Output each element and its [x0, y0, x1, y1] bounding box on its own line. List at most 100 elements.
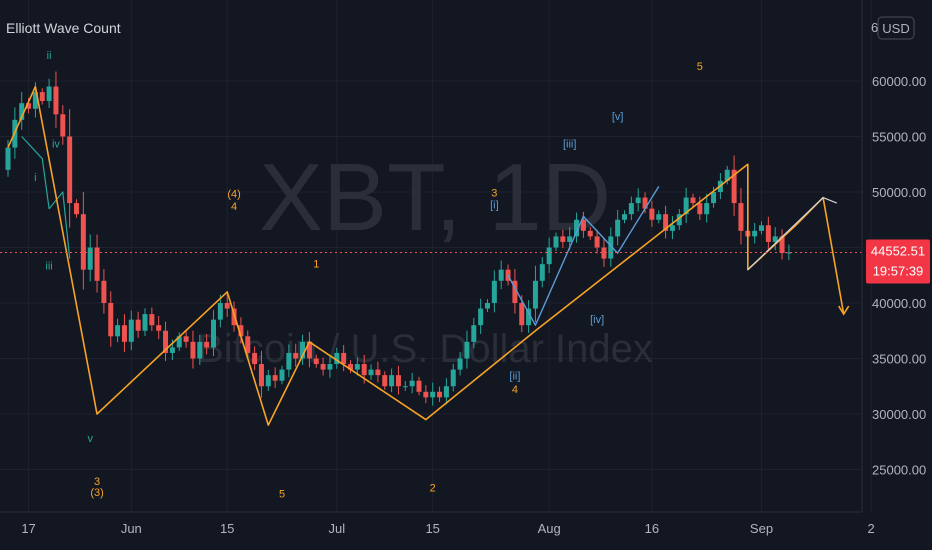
candle-body [46, 86, 52, 101]
candle-body [279, 369, 285, 381]
candle-body [60, 114, 66, 137]
wave-label: [ii] [509, 371, 520, 383]
candle-body [361, 364, 367, 376]
candle-body [738, 203, 744, 231]
candle-body [121, 325, 127, 342]
candle-body [553, 236, 559, 248]
candle-body [450, 369, 456, 387]
grid [0, 0, 872, 512]
candle-body [375, 369, 381, 376]
wave-label: 5 [697, 61, 703, 73]
candle-body [498, 269, 504, 281]
candle-body [697, 203, 703, 215]
candle-body [608, 236, 614, 259]
wave-label: [iv] [590, 314, 604, 326]
candle-body [39, 92, 45, 101]
wave-lines [7, 85, 850, 426]
candle-body [115, 325, 121, 337]
candle-body [457, 358, 463, 370]
wave-labels: 2iiiviiiiv3(3)(4)41523[i][ii]4[iii][iv][… [34, 50, 703, 500]
currency-badge[interactable]: USD [877, 16, 915, 40]
wave-line-minor[interactable] [507, 186, 660, 326]
candle-body [443, 386, 449, 398]
time-tick-label: Jul [328, 521, 345, 536]
candle-body [752, 230, 758, 237]
candle-body [663, 214, 669, 231]
candle-body [108, 303, 114, 337]
candle-body [669, 225, 675, 231]
candle-body [67, 136, 73, 204]
candle-body [772, 236, 778, 242]
projection-line[interactable] [747, 197, 838, 271]
candle-body [437, 391, 443, 398]
wave-label: [v] [612, 111, 624, 123]
candle-body [560, 236, 566, 242]
candle-body [320, 364, 326, 370]
candle-body [272, 375, 278, 381]
candle-body [615, 219, 621, 237]
candle-body [491, 280, 497, 303]
indicator-title[interactable]: Elliott Wave Count [6, 20, 121, 36]
candle-body [341, 352, 347, 365]
candle-body [217, 303, 223, 320]
candle-body [252, 352, 258, 365]
candle-body [334, 352, 340, 365]
candle-body [430, 391, 436, 398]
candle-body [594, 236, 600, 248]
candle-body [402, 386, 408, 388]
wave-line-subminor[interactable] [21, 136, 71, 259]
wave-label: (3) [90, 487, 103, 499]
price-tick-label: 50000.00 [872, 185, 926, 200]
candle-body [389, 375, 395, 387]
candle-body [204, 341, 210, 348]
candle-body [642, 197, 648, 209]
candle-body [567, 236, 573, 242]
candle-body [505, 269, 511, 281]
candle-body [94, 247, 100, 281]
time-tick-label: 15 [220, 521, 234, 536]
candle-body [628, 203, 634, 215]
price-tick-label: 35000.00 [872, 352, 926, 367]
candle-body [87, 247, 93, 270]
candle-body [676, 214, 682, 226]
candle-body [245, 336, 251, 353]
time-tick-label: Aug [538, 521, 561, 536]
candle-body [26, 103, 32, 109]
candle-body [19, 103, 25, 120]
price-tick-label: 30000.00 [872, 407, 926, 422]
watermark-symbol: XBT, 1D [259, 144, 611, 251]
candle-body [354, 364, 360, 370]
candle-body [601, 247, 607, 259]
wave-label: 4 [512, 384, 518, 396]
candle-body [128, 319, 134, 342]
candle-body [478, 308, 484, 326]
candle-body [779, 236, 785, 254]
candle-body [32, 92, 38, 109]
candle-body [765, 225, 771, 242]
candle-body [546, 247, 552, 265]
time-tick-label: 17 [21, 521, 35, 536]
candle-body [190, 341, 196, 359]
candle-body [416, 380, 422, 392]
watermark-description: Bitcoin / U.S. Dollar Index [197, 327, 653, 371]
countdown-timer: 19:57:39 [873, 263, 924, 278]
wave-label: iv [52, 139, 60, 151]
candle-body [238, 325, 244, 337]
candle-body [224, 303, 230, 309]
candle-body [539, 264, 545, 281]
candle-body [512, 280, 518, 303]
candle-body [197, 341, 203, 359]
candle-body [53, 86, 59, 115]
candle-body [731, 169, 737, 204]
candle-body [574, 219, 580, 237]
candle-body [231, 308, 237, 326]
candle-body [382, 375, 388, 387]
wave-label: iii [45, 261, 52, 273]
wave-label: v [87, 433, 93, 445]
candle-body [258, 364, 264, 387]
wave-line-primary[interactable] [7, 85, 845, 426]
price-tick-label: 55000.00 [872, 130, 926, 145]
candles [5, 71, 792, 406]
